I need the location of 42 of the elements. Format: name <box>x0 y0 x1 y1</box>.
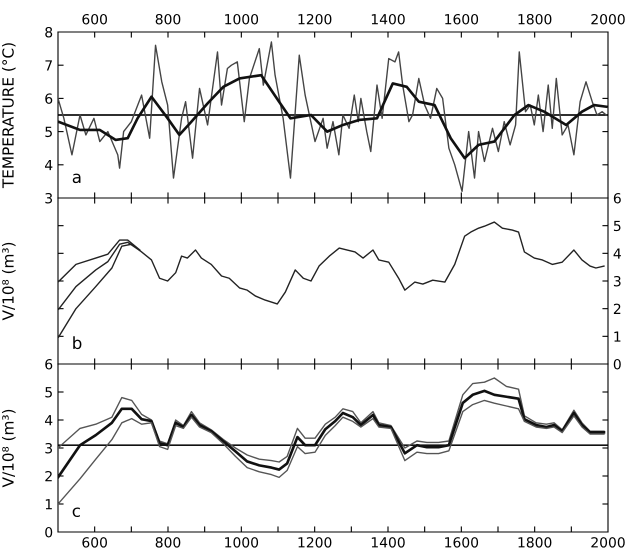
y-tick-label: 4 <box>44 160 52 170</box>
y-axis-title: TEMPERATURE (°C) <box>2 43 16 188</box>
y-tick-label: 3 <box>45 192 52 204</box>
x-tick-label: 1200 <box>298 537 332 548</box>
y2-tick-label: 3 <box>614 276 621 286</box>
annotation: a <box>72 174 80 184</box>
y2-tick-label: 5 <box>614 220 620 232</box>
y-tick-label: 3 <box>45 442 52 454</box>
y-tick-label: 6 <box>45 93 52 104</box>
y-tick-label: 5 <box>45 387 52 398</box>
y-tick-label: 2 <box>45 470 52 482</box>
y2-tick-label: 4 <box>614 248 621 259</box>
x-tick-label: 1000 <box>225 14 258 24</box>
x-tick-label: 800 <box>156 14 180 24</box>
x-tick-label: 1400 <box>372 537 405 548</box>
y-tick-label: 7 <box>45 60 52 70</box>
x-tick-label: 800 <box>156 537 180 548</box>
y-tick-label: 5 <box>45 126 52 138</box>
annotation: b <box>73 336 82 350</box>
x-tick-label: 1000 <box>225 537 258 548</box>
y-tick-label: 6 <box>45 358 52 370</box>
y2-tick-label: 1 <box>614 331 620 342</box>
x-tick-label: 1600 <box>445 14 478 24</box>
x-tick-label: 1800 <box>518 14 552 24</box>
y2-tick-label: 6 <box>614 192 621 204</box>
y-axis-title: V/10⁸ (m³) <box>2 410 16 488</box>
y-tick-label: 0 <box>45 526 52 538</box>
x-tick-label: 2000 <box>591 14 625 24</box>
x-tick-label: 1400 <box>372 14 405 24</box>
x-tick-label: 600 <box>82 14 107 24</box>
x-tick-label: 2000 <box>591 537 625 548</box>
y-tick-label: 1 <box>46 499 52 510</box>
x-tick-label: 1800 <box>518 537 552 548</box>
y-tick-label: 4 <box>44 415 52 426</box>
x-tick-label: 600 <box>82 537 107 548</box>
annotation: c <box>72 507 80 518</box>
y-axis-title: V/10⁸ (m³) <box>2 242 16 320</box>
y2-tick-label: 0 <box>614 358 621 370</box>
x-tick-label: 1200 <box>298 14 332 24</box>
y2-tick-label: 2 <box>614 304 620 314</box>
y-tick-label: 8 <box>45 26 52 38</box>
x-tick-label: 1600 <box>445 537 478 548</box>
